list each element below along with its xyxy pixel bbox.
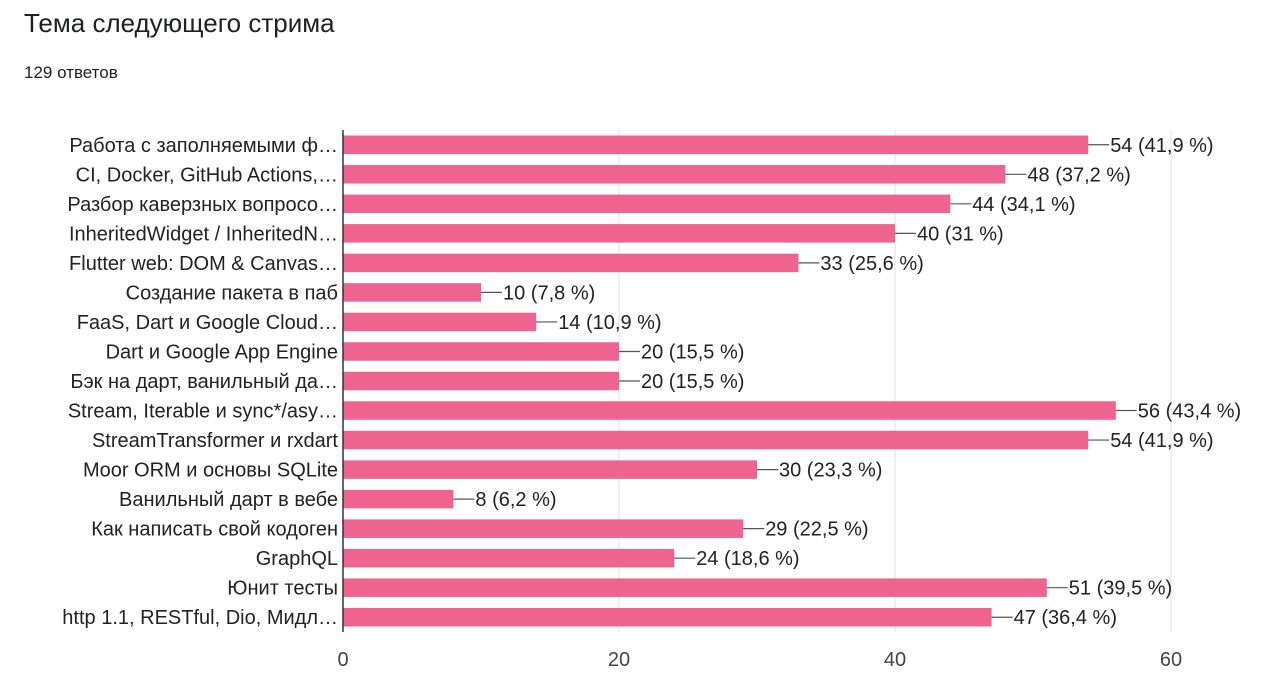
x-tick-label: 60: [1160, 649, 1182, 671]
bar-value-label: 40 (31 %): [917, 223, 1004, 245]
bar: [343, 253, 799, 273]
bar: [343, 430, 1089, 450]
bar: [343, 283, 481, 302]
bar-value-label: 20 (15,5 %): [641, 341, 744, 363]
category-label: Stream, Iterable и sync*/asy…: [68, 401, 338, 423]
x-tick-label: 0: [337, 649, 348, 671]
category-label: Ванильный дарт в вебе: [119, 489, 338, 511]
bar-value-label: 47 (36,4 %): [1014, 607, 1117, 629]
bar: [343, 194, 951, 214]
bar-value-label: 54 (41,9 %): [1110, 135, 1213, 157]
chart-title: Тема следующего стрима: [24, 8, 335, 38]
category-label: Разбор каверзных вопросо…: [67, 194, 338, 216]
x-tick-label: 40: [884, 649, 906, 671]
bar: [343, 312, 537, 332]
bar: [343, 460, 757, 479]
bar-value-label: 29 (22,5 %): [765, 519, 868, 541]
bar-value-label: 30 (23,3 %): [779, 460, 882, 482]
bar-value-label: 48 (37,2 %): [1027, 164, 1130, 186]
bar: [343, 342, 619, 361]
bar: [343, 135, 1089, 155]
bar-value-label: 33 (25,6 %): [820, 253, 923, 275]
bar: [343, 607, 992, 627]
bar: [343, 371, 619, 391]
category-label: StreamTransformer и rxdart: [92, 430, 338, 452]
bar-value-label: 56 (43,4 %): [1138, 401, 1241, 423]
bar-value-label: 14 (10,9 %): [558, 312, 661, 334]
category-label: Moor ORM и основы SQLite: [83, 460, 338, 482]
bar-value-label: 54 (41,9 %): [1110, 430, 1213, 452]
bar: [343, 548, 675, 568]
bar-value-label: 20 (15,5 %): [641, 371, 744, 393]
category-label: Бэк на дарт, ванильный да…: [70, 371, 338, 393]
category-label: GraphQL: [256, 548, 338, 570]
bar-value-label: 24 (18,6 %): [696, 548, 799, 570]
category-label: Как написать свой кодоген: [91, 519, 338, 541]
category-label: Работа с заполняемыми ф…: [69, 135, 338, 157]
category-label: FaaS, Dart и Google Cloud…: [77, 312, 338, 334]
bar-value-label: 8 (6,2 %): [475, 489, 556, 511]
x-tick-label: 20: [608, 649, 630, 671]
bar: [343, 401, 1116, 420]
category-label: Flutter web: DOM & Canvas…: [69, 253, 338, 275]
bar-value-label: 44 (34,1 %): [972, 194, 1075, 216]
category-label: CI, Docker, GitHub Actions,…: [76, 164, 338, 186]
bar-value-label: 51 (39,5 %): [1069, 578, 1172, 600]
category-label: http 1.1, RESTful, Dio, Мидл…: [62, 607, 338, 629]
bar: [343, 578, 1047, 597]
category-label: Создание пакета в паб: [126, 282, 338, 304]
category-label: Юнит тесты: [227, 578, 338, 600]
bar: [343, 519, 744, 538]
bar: [343, 489, 454, 509]
category-label: InheritedWidget / InheritedN…: [69, 223, 338, 245]
response-count: 129 ответов: [24, 63, 118, 82]
bar: [343, 165, 1006, 184]
category-label: Dart и Google App Engine: [106, 341, 338, 363]
bar: [343, 224, 895, 243]
bar-value-label: 10 (7,8 %): [503, 282, 595, 304]
